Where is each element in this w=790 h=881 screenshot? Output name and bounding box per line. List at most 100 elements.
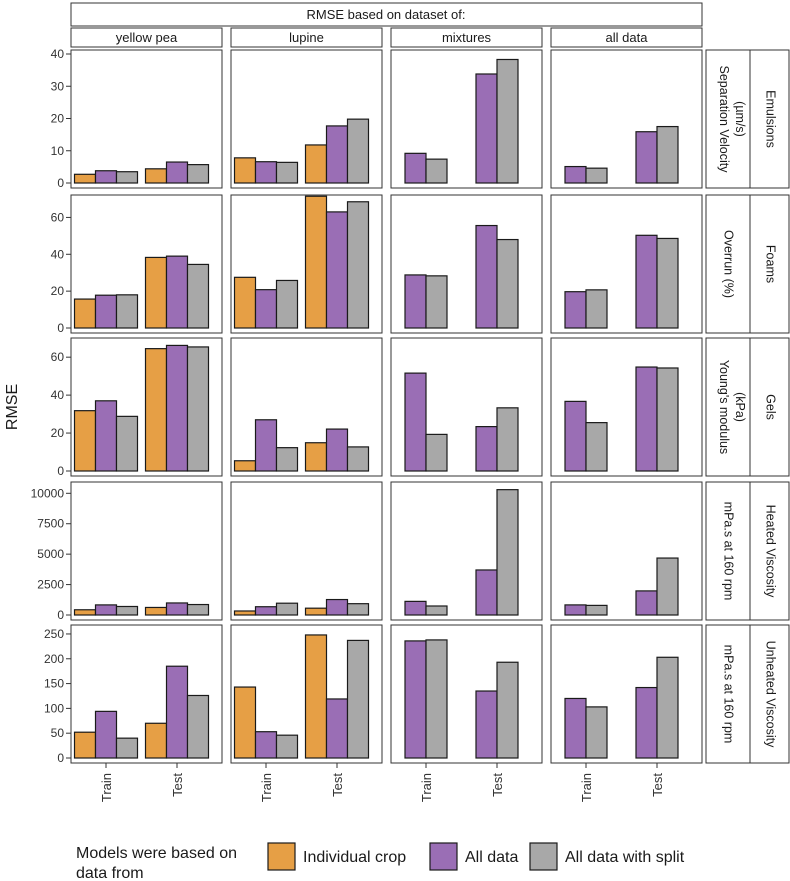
panel-heated-viscosity-lupine: [230, 481, 383, 621]
bar-emulsions-all-data-train-all-data: [564, 165, 587, 184]
bar-gels-mixtures-test-all-data: [475, 426, 498, 472]
bar-heated-viscosity-yellow-pea-test-all-data: [165, 602, 189, 616]
legend-label-individual-crop: Individual crop: [303, 849, 406, 866]
bar-gels-lupine-train-individual-crop: [233, 460, 257, 472]
row-metric-unit-emulsions: (µm/s): [733, 101, 747, 137]
bar-gels-lupine-train-all-data-with-split: [275, 447, 299, 472]
bar-emulsions-lupine-test-all-data-with-split: [346, 118, 370, 184]
bar-heated-viscosity-mixtures-train-all-data: [404, 600, 427, 616]
bar-heated-viscosity-lupine-train-individual-crop: [233, 610, 257, 616]
y-tick-label-unheated-viscosity-4: 200: [44, 652, 64, 666]
y-tick-label-emulsions-0: 0: [57, 176, 64, 190]
legend-swatch-individual-crop: [267, 842, 296, 871]
bar-unheated-viscosity-mixtures-test-all-data-with-split: [496, 661, 519, 759]
column-strip-lupine: [230, 27, 383, 48]
bar-foams-yellow-pea-test-all-data: [165, 255, 189, 329]
bar-heated-viscosity-all-data-train-all-data: [564, 604, 587, 616]
bar-unheated-viscosity-mixtures-train-all-data-with-split: [425, 639, 448, 759]
panel-heated-viscosity-mixtures: [390, 481, 543, 621]
x-tick-label-yellow-pea-train: Train: [99, 773, 114, 802]
bar-heated-viscosity-lupine-train-all-data: [254, 606, 278, 616]
bar-unheated-viscosity-mixtures-train-all-data: [404, 640, 427, 759]
y-tick-label-heated-viscosity-1: 2500: [37, 578, 64, 592]
bar-foams-lupine-train-all-data: [254, 289, 278, 329]
bar-emulsions-lupine-test-all-data: [325, 125, 349, 184]
bar-emulsions-lupine-train-individual-crop: [233, 157, 257, 184]
bar-foams-lupine-test-individual-crop: [304, 195, 328, 329]
bar-heated-viscosity-yellow-pea-train-all-data-with-split: [115, 605, 139, 616]
column-label-lupine: lupine: [289, 30, 324, 45]
bar-heated-viscosity-all-data-train-all-data-with-split: [585, 604, 608, 616]
bar-unheated-viscosity-yellow-pea-test-all-data-with-split: [186, 694, 210, 759]
x-tick-label-mixtures-train: Train: [419, 773, 434, 802]
row-metric-label-unheated-viscosity: mPa.s at 160 rpm: [722, 645, 736, 744]
bar-foams-mixtures-train-all-data: [404, 274, 427, 329]
x-tick-label-all-data-train: Train: [579, 773, 594, 802]
column-label-mixtures: mixtures: [442, 30, 492, 45]
y-tick-label-unheated-viscosity-2: 100: [44, 701, 64, 715]
bar-emulsions-all-data-test-all-data: [635, 131, 658, 184]
legend-swatch-all-data: [429, 842, 458, 871]
bar-foams-lupine-test-all-data: [325, 211, 349, 329]
bar-gels-all-data-test-all-data-with-split: [656, 367, 679, 472]
bar-unheated-viscosity-lupine-test-all-data: [325, 698, 349, 759]
bar-emulsions-yellow-pea-test-all-data: [165, 161, 189, 184]
bar-emulsions-yellow-pea-train-individual-crop: [73, 173, 97, 184]
legend-label-all-data-with-split: All data with split: [565, 849, 685, 866]
y-tick-label-gels-3: 60: [51, 350, 65, 364]
y-tick-label-unheated-viscosity-1: 50: [51, 726, 65, 740]
bar-gels-yellow-pea-train-all-data-with-split: [115, 415, 139, 472]
bar-foams-all-data-test-all-data: [635, 234, 658, 329]
bar-emulsions-mixtures-test-all-data: [475, 73, 498, 184]
chart-title: RMSE based on dataset of:: [307, 7, 466, 22]
bar-heated-viscosity-lupine-test-all-data: [325, 598, 349, 616]
bar-heated-viscosity-all-data-test-all-data: [635, 590, 658, 616]
bar-heated-viscosity-lupine-train-all-data-with-split: [275, 602, 299, 616]
x-tick-label-lupine-train: Train: [259, 773, 274, 802]
bar-unheated-viscosity-lupine-test-all-data-with-split: [346, 639, 370, 759]
bar-emulsions-all-data-train-all-data-with-split: [585, 167, 608, 184]
bar-gels-all-data-test-all-data: [635, 366, 658, 472]
bar-heated-viscosity-lupine-test-all-data-with-split: [346, 603, 370, 616]
bar-emulsions-lupine-test-individual-crop: [304, 144, 328, 184]
row-facet-label-foams: Foams: [764, 245, 778, 283]
bar-foams-lupine-train-individual-crop: [233, 276, 257, 329]
panel-heated-viscosity-yellow-pea: [70, 481, 223, 621]
bar-unheated-viscosity-all-data-test-all-data-with-split: [656, 656, 679, 759]
bar-unheated-viscosity-lupine-train-all-data-with-split: [275, 734, 299, 759]
x-tick-label-all-data-test: Test: [650, 773, 665, 797]
bar-emulsions-all-data-test-all-data-with-split: [656, 125, 679, 184]
y-tick-label-emulsions-2: 20: [51, 112, 65, 126]
row-strip-facet-gels: [749, 337, 790, 477]
y-tick-label-gels-1: 20: [51, 426, 65, 440]
bar-unheated-viscosity-yellow-pea-test-all-data: [165, 665, 189, 759]
y-tick-label-heated-viscosity-3: 7500: [37, 517, 64, 531]
bar-emulsions-mixtures-train-all-data: [404, 152, 427, 184]
bar-gels-all-data-train-all-data: [564, 400, 587, 472]
x-tick-label-mixtures-test: Test: [490, 773, 505, 797]
bar-foams-yellow-pea-test-all-data-with-split: [186, 263, 210, 329]
y-tick-label-heated-viscosity-2: 5000: [37, 547, 64, 561]
legend-title-line1: Models were based on: [76, 845, 237, 862]
bar-gels-yellow-pea-train-individual-crop: [73, 410, 97, 472]
bar-heated-viscosity-yellow-pea-train-all-data: [94, 604, 118, 616]
y-tick-label-gels-2: 40: [51, 388, 65, 402]
bar-foams-all-data-train-all-data-with-split: [585, 289, 608, 329]
bar-gels-yellow-pea-test-all-data: [165, 344, 189, 472]
row-strip-metric-gels: [705, 337, 751, 477]
y-tick-label-heated-viscosity-0: 0: [57, 608, 64, 622]
bar-heated-viscosity-all-data-test-all-data-with-split: [656, 557, 679, 616]
bar-emulsions-yellow-pea-test-individual-crop: [144, 168, 168, 184]
bar-emulsions-yellow-pea-test-all-data-with-split: [186, 164, 210, 184]
legend-label-all-data: All data: [465, 849, 518, 866]
row-facet-label-emulsions: Emulsions: [764, 90, 778, 148]
y-tick-label-emulsions-1: 10: [51, 144, 65, 158]
bar-foams-lupine-train-all-data-with-split: [275, 279, 299, 329]
row-strip-facet-emulsions: [749, 49, 790, 189]
column-strip-all-data: [550, 27, 703, 48]
bar-unheated-viscosity-yellow-pea-train-all-data-with-split: [115, 737, 139, 759]
row-strip-metric-heated-viscosity: [705, 481, 751, 621]
bar-gels-lupine-test-all-data: [325, 428, 349, 472]
row-strip-metric-foams: [705, 194, 751, 334]
row-facet-label-heated-viscosity: Heated Viscosity: [764, 505, 778, 599]
